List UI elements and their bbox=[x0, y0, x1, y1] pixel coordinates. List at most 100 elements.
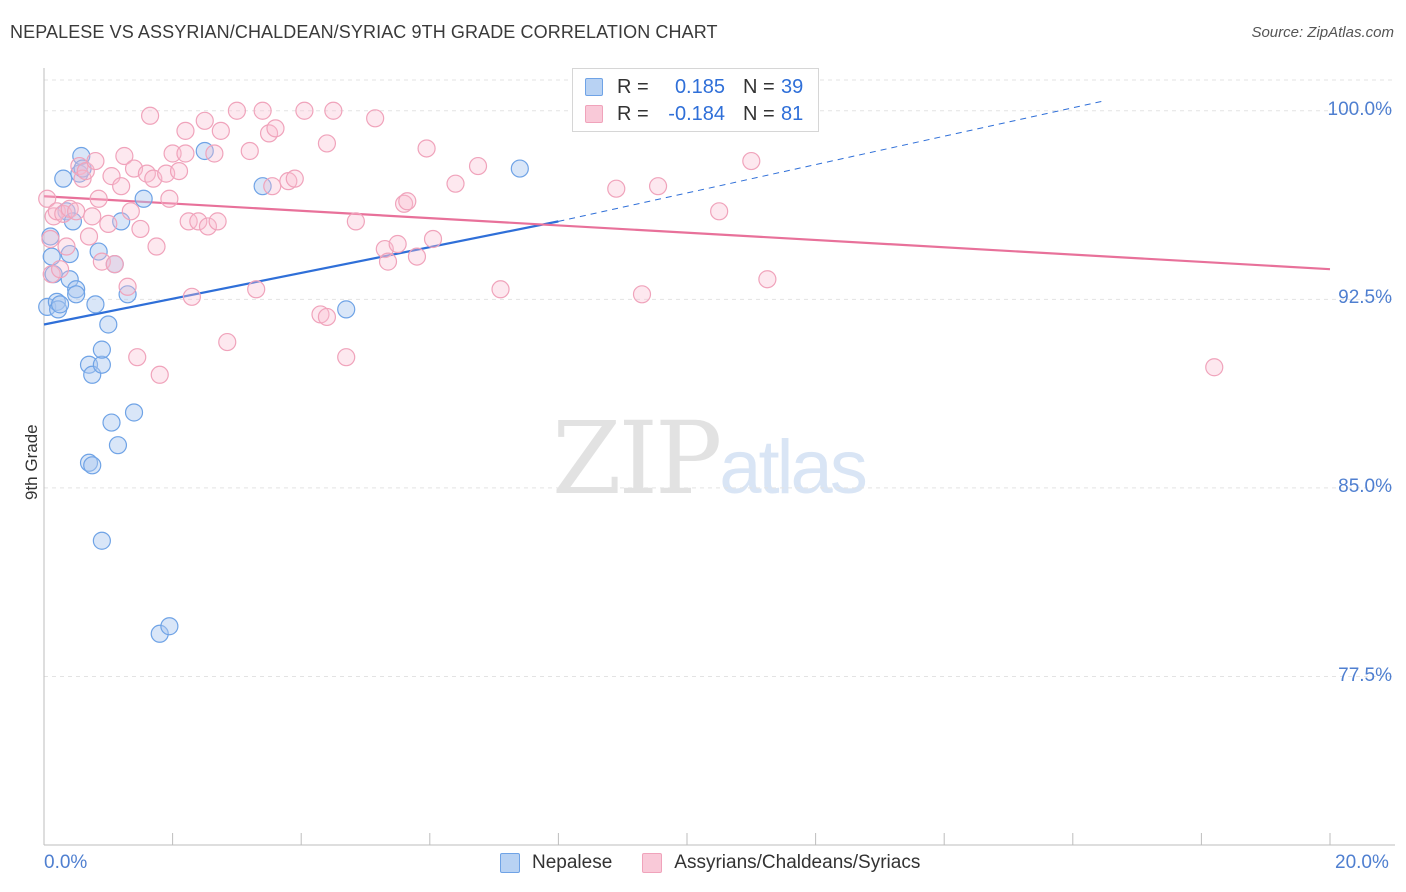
stats-legend: R = 0.185 N = 39 R = -0.184 N = 81 bbox=[572, 68, 819, 132]
legend-item-nepalese[interactable]: Nepalese bbox=[500, 852, 612, 874]
point-assyrians bbox=[67, 202, 86, 221]
point-nepalese bbox=[124, 403, 144, 422]
point-assyrians bbox=[182, 287, 201, 306]
point-assyrians bbox=[89, 189, 108, 208]
point-nepalese bbox=[67, 280, 86, 299]
point-assyrians bbox=[131, 219, 150, 239]
point-nepalese bbox=[134, 189, 153, 208]
point-assyrians bbox=[263, 177, 282, 196]
point-assyrians bbox=[121, 202, 140, 221]
point-nepalese bbox=[83, 456, 102, 475]
legend-row-nepalese: R = 0.185 N = 39 bbox=[585, 76, 803, 98]
point-nepalese bbox=[118, 285, 137, 304]
point-nepalese bbox=[150, 624, 169, 643]
point-nepalese bbox=[79, 453, 99, 472]
point-assyrians bbox=[118, 277, 137, 296]
point-assyrians bbox=[208, 212, 227, 231]
n-value-nepalese: 39 bbox=[781, 75, 804, 98]
point-assyrians bbox=[115, 146, 134, 166]
point-assyrians bbox=[266, 119, 285, 138]
y-axis-title: 9th Grade bbox=[22, 424, 41, 500]
trend-line-nepalese-extension bbox=[558, 100, 1106, 222]
point-assyrians bbox=[388, 234, 407, 254]
point-assyrians bbox=[112, 177, 131, 196]
point-assyrians bbox=[227, 101, 246, 120]
point-assyrians bbox=[710, 202, 729, 221]
point-nepalese bbox=[510, 159, 529, 178]
point-assyrians bbox=[83, 207, 102, 226]
point-assyrians bbox=[79, 227, 99, 246]
point-nepalese bbox=[160, 617, 179, 636]
point-assyrians bbox=[607, 179, 626, 198]
point-assyrians bbox=[163, 144, 182, 163]
point-nepalese bbox=[337, 300, 356, 319]
point-assyrians bbox=[169, 161, 189, 181]
legend-item-assyrians[interactable]: Assyrians/Chaldeans/Syriacs bbox=[642, 852, 920, 874]
point-assyrians bbox=[446, 174, 465, 193]
point-assyrians bbox=[218, 332, 237, 352]
point-nepalese bbox=[86, 295, 105, 314]
point-assyrians bbox=[38, 189, 57, 208]
point-assyrians bbox=[324, 101, 343, 120]
point-assyrians bbox=[140, 106, 160, 125]
data-points bbox=[38, 101, 1224, 643]
x-tick-label-max: 20.0% bbox=[1335, 852, 1389, 873]
point-assyrians bbox=[57, 237, 76, 256]
point-assyrians bbox=[417, 139, 436, 158]
point-assyrians bbox=[407, 247, 427, 266]
n-value-assyrians: 81 bbox=[781, 102, 804, 125]
point-nepalese bbox=[79, 355, 99, 374]
point-nepalese bbox=[99, 315, 118, 334]
point-assyrians bbox=[160, 189, 179, 208]
point-assyrians bbox=[99, 214, 118, 234]
point-assyrians bbox=[1205, 358, 1224, 377]
point-assyrians bbox=[648, 177, 668, 196]
watermark-zip: ZIP bbox=[552, 400, 722, 517]
axes bbox=[43, 68, 1395, 846]
point-assyrians bbox=[176, 144, 195, 163]
trend-line-assyrians bbox=[43, 195, 1331, 271]
point-assyrians bbox=[758, 270, 777, 289]
point-assyrians bbox=[41, 229, 60, 249]
point-nepalese bbox=[47, 292, 66, 311]
legend-label-nepalese: Nepalese bbox=[532, 852, 613, 873]
point-assyrians bbox=[147, 237, 166, 256]
trend-line-nepalese bbox=[43, 220, 559, 326]
n-label: N = bbox=[743, 75, 775, 98]
point-assyrians bbox=[317, 134, 337, 153]
r-label: R = bbox=[617, 75, 649, 98]
point-nepalese bbox=[92, 340, 111, 359]
legend-row-assyrians: R = -0.184 N = 81 bbox=[585, 103, 803, 125]
point-nepalese bbox=[89, 242, 108, 261]
point-assyrians bbox=[423, 229, 443, 249]
y-tick-label: 85.0% bbox=[1338, 475, 1392, 497]
point-assyrians bbox=[346, 212, 365, 231]
point-assyrians bbox=[742, 151, 761, 171]
point-assyrians bbox=[86, 151, 105, 171]
legend-swatch-pink bbox=[585, 105, 603, 123]
point-assyrians bbox=[128, 348, 147, 367]
point-nepalese bbox=[54, 169, 73, 188]
y-tick-label: 100.0% bbox=[1327, 98, 1392, 120]
grid-lines bbox=[44, 79, 1395, 678]
point-assyrians bbox=[195, 111, 214, 130]
point-assyrians bbox=[378, 252, 398, 271]
point-assyrians bbox=[366, 109, 385, 128]
point-nepalese bbox=[92, 355, 111, 374]
point-nepalese bbox=[67, 285, 86, 304]
point-assyrians bbox=[398, 192, 417, 211]
chart-title: NEPALESE VS ASSYRIAN/CHALDEAN/SYRIAC 9TH… bbox=[10, 22, 718, 42]
point-assyrians bbox=[176, 121, 195, 140]
point-assyrians bbox=[317, 307, 337, 327]
point-assyrians bbox=[50, 260, 70, 279]
x-tick-label-min: 0.0% bbox=[44, 852, 88, 873]
point-assyrians bbox=[491, 280, 510, 299]
point-nepalese bbox=[42, 247, 61, 266]
point-assyrians bbox=[205, 144, 224, 163]
point-assyrians bbox=[150, 365, 169, 384]
point-nepalese bbox=[50, 295, 70, 314]
point-assyrians bbox=[468, 156, 488, 176]
legend-label-assyrians: Assyrians/Chaldeans/Syriacs bbox=[674, 852, 921, 873]
point-assyrians bbox=[179, 212, 198, 231]
